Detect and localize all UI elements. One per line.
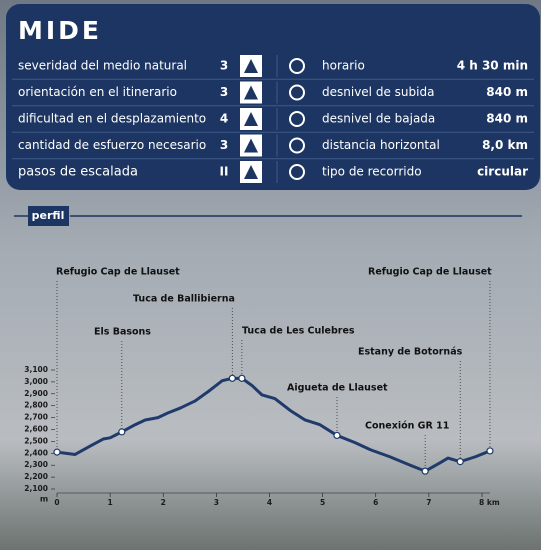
marker-point <box>422 468 428 474</box>
marker-label: Refugio Cap de Llauset <box>56 267 180 278</box>
mide-title: MIDE <box>18 16 102 45</box>
mide-right-value: 8,0 km <box>482 138 528 152</box>
y-tick-label: 2,200 <box>24 472 48 481</box>
x-tick-label: 8 km <box>479 498 500 507</box>
marker-point <box>54 449 60 455</box>
mide-right-label: tipo de recorrido <box>322 165 422 179</box>
y-tick-label: 3,000 <box>24 377 48 386</box>
y-tick-label: 2,800 <box>24 401 48 410</box>
x-tick-label: 0 <box>54 498 59 507</box>
y-tick-label: 3,100 <box>24 365 48 374</box>
marker-label: Tuca de Ballibierna <box>133 294 235 305</box>
mide-left-value: 3 <box>220 85 228 99</box>
mide-left-label: severidad del medio natural <box>18 59 187 73</box>
y-axis-unit: m <box>40 495 48 504</box>
marker-point <box>334 432 340 438</box>
y-tick-label: 2,500 <box>24 436 48 445</box>
mide-right-value: 4 h 30 min <box>457 59 528 73</box>
mide-left-label: cantidad de esfuerzo necesario <box>18 138 206 152</box>
x-tick-label: 6 <box>373 498 378 507</box>
marker-label: Conexión GR 11 <box>365 421 449 432</box>
marker-point <box>229 375 235 381</box>
marker-label: Aigueta de Llauset <box>287 383 388 394</box>
chart-title: perfil <box>32 209 65 222</box>
marker-point <box>457 459 463 465</box>
y-tick-label: 2,300 <box>24 460 48 469</box>
x-tick-label: 7 <box>426 498 431 507</box>
mide-left-label: pasos de escalada <box>18 165 138 180</box>
mide-right-label: desnivel de subida <box>322 85 434 99</box>
x-tick-label: 4 <box>267 498 272 507</box>
mide-left-label: dificultad en el desplazamiento <box>18 112 206 126</box>
x-tick-label: 5 <box>320 498 325 507</box>
marker-point <box>239 375 245 381</box>
marker-point <box>487 448 493 454</box>
mide-left-value: 4 <box>220 112 228 126</box>
page: MIDE severidad del medio natural 3 horario… <box>0 0 541 550</box>
marker-point <box>119 429 125 435</box>
mide-left-value: II <box>220 165 229 179</box>
marker-label: Els Basons <box>94 327 151 338</box>
y-tick-label: 2,700 <box>24 413 48 422</box>
mide-right-value: circular <box>477 165 528 179</box>
x-tick-label: 2 <box>161 498 166 507</box>
marker-label: Refugio Cap de Llauset <box>368 267 492 278</box>
mide-right-label: distancia horizontal <box>322 138 440 152</box>
y-tick-label: 2,100 <box>24 484 48 493</box>
y-tick-label: 2,900 <box>24 389 48 398</box>
mide-left-value: 3 <box>220 59 228 73</box>
x-tick-label: 1 <box>108 498 113 507</box>
mide-right-value: 840 m <box>486 85 528 99</box>
mide-right-value: 840 m <box>486 112 528 126</box>
mide-right-label: desnivel de bajada <box>322 112 435 126</box>
y-tick-label: 2,600 <box>24 425 48 434</box>
marker-label: Tuca de Les Culebres <box>242 326 355 337</box>
x-tick-label: 3 <box>214 498 219 507</box>
marker-label: Estany de Botornás <box>358 347 463 358</box>
y-tick-label: 2,400 <box>24 448 48 457</box>
mide-left-label: orientación en el itinerario <box>18 85 177 99</box>
mide-right-label: horario <box>322 59 365 73</box>
mide-left-value: 3 <box>220 138 228 152</box>
